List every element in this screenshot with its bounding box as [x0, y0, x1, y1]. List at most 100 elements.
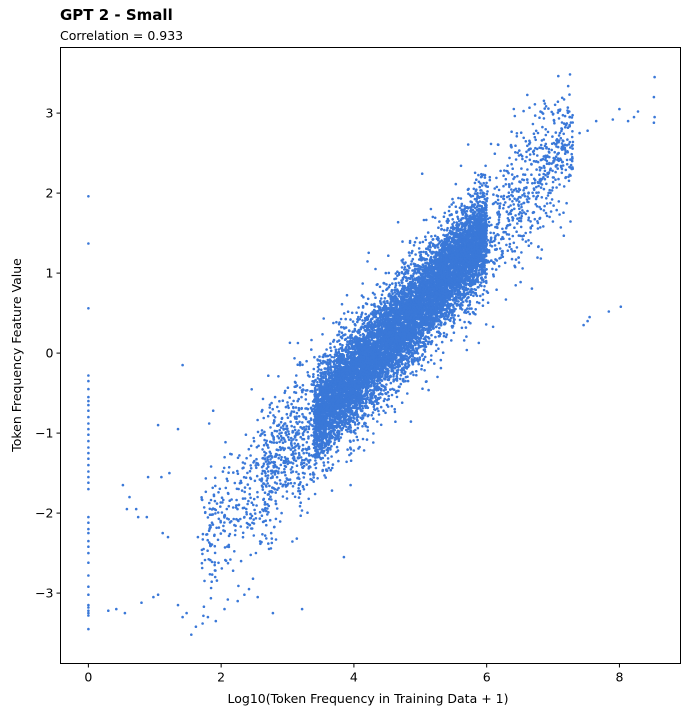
scatter-points [87, 73, 656, 636]
scatter-point [330, 355, 334, 359]
scatter-point [385, 383, 388, 386]
scatter-point [407, 251, 411, 254]
scatter-point [359, 315, 363, 319]
scatter-point [395, 374, 399, 378]
scatter-point [438, 326, 441, 330]
scatter-point [453, 314, 457, 317]
scatter-point [460, 326, 464, 330]
scatter-point [337, 348, 341, 351]
scatter-point [438, 220, 441, 223]
scatter-point [389, 388, 392, 391]
scatter-point [416, 357, 419, 360]
scatter-point [448, 205, 451, 209]
scatter-point [389, 381, 393, 385]
scatter-point [408, 266, 411, 270]
scatter-point [341, 426, 345, 430]
scatter-point [392, 375, 395, 378]
scatter-point [433, 362, 436, 365]
scatter-point [362, 333, 366, 337]
scatter-point [333, 345, 336, 349]
scatter-point [390, 288, 394, 292]
scatter-point [446, 226, 449, 230]
scatter-point [316, 374, 320, 377]
scatter-point [422, 218, 426, 222]
scatter-point [439, 224, 443, 227]
scatter-point [394, 284, 398, 287]
scatter-point [372, 441, 375, 444]
scatter-point [355, 311, 358, 315]
scatter-point [329, 349, 333, 353]
scatter-point [410, 260, 414, 263]
scatter-point [472, 187, 476, 191]
scatter-point [423, 350, 427, 353]
scatter-point [384, 271, 388, 275]
scatter-point [449, 319, 452, 323]
scatter-point [409, 263, 413, 266]
scatter-point [345, 425, 348, 429]
scatter-point [349, 426, 353, 429]
scatter-point [464, 326, 468, 329]
scatter-point [321, 333, 324, 336]
scatter-point [468, 299, 472, 303]
chart-title: GPT 2 - Small [60, 6, 173, 24]
scatter-point [469, 321, 472, 325]
scatter-point [427, 388, 430, 392]
scatter-point [316, 477, 319, 480]
scatter-point [319, 359, 322, 363]
scatter-point [415, 370, 418, 373]
scatter-point [479, 281, 483, 284]
scatter-point [345, 460, 348, 464]
scatter-point [430, 354, 433, 357]
scatter-point [337, 459, 340, 463]
scatter-point [463, 320, 466, 324]
scatter-point [437, 323, 440, 326]
scatter-point [382, 389, 386, 392]
scatter-point [480, 184, 484, 187]
scatter-point [478, 283, 482, 287]
scatter-point [483, 176, 487, 179]
scatter-point [379, 405, 383, 409]
scatter-point [480, 276, 484, 279]
scatter-point [375, 318, 379, 322]
scatter-point [386, 390, 390, 394]
scatter-point [451, 218, 455, 221]
scatter-point [329, 346, 332, 350]
scatter-point [469, 293, 473, 297]
scatter-point [417, 362, 421, 366]
scatter-point [459, 197, 463, 200]
scatter-point [414, 253, 417, 256]
scatter-point [399, 374, 403, 377]
scatter-point [453, 322, 456, 325]
scatter-point [351, 320, 355, 323]
scatter-point [384, 411, 387, 415]
scatter-point [415, 236, 418, 240]
scatter-point [390, 393, 394, 397]
scatter-point [366, 429, 370, 432]
scatter-point [481, 293, 485, 296]
scatter-point [361, 437, 365, 441]
scatter-point [398, 284, 402, 287]
scatter-point [386, 299, 389, 303]
scatter-point [393, 291, 397, 294]
scatter-point [381, 289, 385, 293]
scatter-point [378, 381, 382, 385]
scatter-point [433, 234, 437, 238]
scatter-point [401, 284, 405, 288]
scatter-point [335, 445, 339, 449]
scatter-point [326, 358, 330, 362]
scatter-point [335, 450, 338, 454]
scatter-point [426, 231, 430, 234]
scatter-point [346, 310, 350, 314]
scatter-point [394, 282, 398, 285]
scatter-point [356, 407, 359, 411]
scatter-point [472, 294, 475, 298]
scatter-point [397, 281, 401, 285]
scatter-point [436, 375, 439, 379]
scatter-point [445, 228, 449, 232]
scatter-point [387, 254, 390, 257]
scatter-point [359, 326, 363, 330]
scatter-point [473, 171, 477, 175]
scatter-point [364, 424, 368, 428]
scatter-point [363, 325, 366, 329]
scatter-point [412, 244, 416, 247]
